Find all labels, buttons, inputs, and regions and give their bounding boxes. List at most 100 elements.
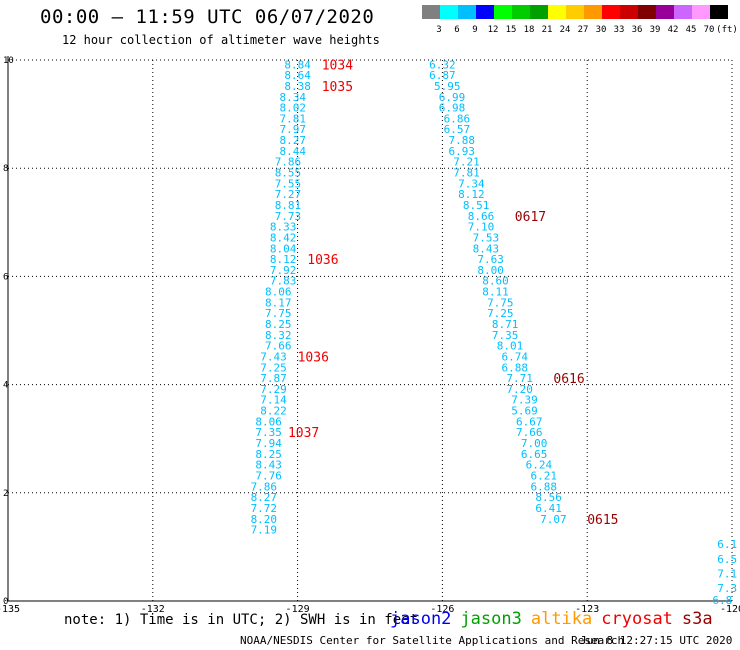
- wave-height-point: 5.69: [511, 405, 538, 418]
- wave-height-point: 7.27: [275, 188, 302, 201]
- wave-height-point: 6.67: [516, 415, 543, 428]
- time-label: 1036: [307, 253, 338, 268]
- color-scale-label: 45: [686, 25, 697, 35]
- wave-height-point: 8.04: [270, 242, 297, 255]
- wave-height-point: 6.98: [439, 102, 466, 115]
- wave-height-point: 7.71: [506, 372, 533, 385]
- y-tick-label: 2: [3, 489, 8, 499]
- wave-height-point: 6.41: [535, 502, 562, 515]
- wave-height-point: 7.73: [275, 210, 302, 223]
- wave-height-point: 7.87: [260, 372, 287, 385]
- wave-height-point: 7.10: [468, 221, 495, 234]
- color-swatch: [566, 5, 584, 19]
- wave-height-point: 7.92: [270, 264, 297, 277]
- wave-height-series: 6.1 6.57.1 7.36.8: [712, 538, 737, 607]
- wave-height-point: 8.84: [284, 58, 311, 71]
- color-scale-legend: 3 6 9 12 15 18 21 24 27 30 33 36 39 42 45 70 (ft): [422, 5, 738, 35]
- color-swatch: [692, 5, 710, 19]
- x-tick-label: -129: [286, 604, 310, 615]
- color-swatch: [710, 5, 728, 19]
- wave-height-point: 7.43: [260, 350, 287, 363]
- color-swatch: [638, 5, 656, 19]
- wave-height-point: 8.42: [270, 231, 297, 244]
- wave-height-point: 7.25: [487, 307, 514, 320]
- time-label: 1036: [298, 350, 329, 365]
- wave-height-point: 6.1: [717, 538, 737, 551]
- wave-height-point: 6.93: [448, 145, 475, 158]
- wave-height-point: 6.21: [531, 469, 558, 482]
- time-label: 0615: [587, 513, 618, 528]
- wave-height-point: 8.44: [280, 145, 307, 158]
- y-tick-label: 10: [3, 56, 14, 66]
- wave-height-point: 7.75: [265, 307, 292, 320]
- color-swatch: [440, 5, 458, 19]
- y-tick-label: 0: [3, 597, 8, 607]
- color-scale-label: 9: [472, 25, 477, 35]
- footer-credit: NOAA/NESDIS Center for Satellite Applica…: [240, 634, 625, 647]
- wave-height-point: 7.19: [251, 524, 278, 537]
- color-scale-label: 30: [596, 25, 607, 35]
- color-scale-label: 27: [578, 25, 589, 35]
- wave-height-point: 8.60: [482, 275, 509, 288]
- wave-height-point: 7.76: [255, 469, 282, 482]
- wave-height-point: 8.11: [482, 286, 509, 299]
- wave-height-point: 6.8: [712, 594, 732, 607]
- wave-height-point: 6.99: [439, 91, 466, 104]
- wave-height-point: 7.86: [275, 156, 302, 169]
- wave-height-point: 7.81: [280, 112, 307, 125]
- color-scale-label: 18: [524, 25, 535, 35]
- legend-cryosat: cryosat: [601, 609, 673, 629]
- wave-height-point: 7.1: [717, 567, 737, 580]
- wave-height-point: 7.3: [717, 582, 737, 595]
- wave-height-point: 8.34: [280, 91, 307, 104]
- y-tick-label: 4: [3, 381, 8, 391]
- wave-height-point: 7.39: [511, 394, 538, 407]
- x-tick-label: -126: [430, 604, 454, 615]
- color-scale-label: 3: [436, 25, 441, 35]
- wave-height-point: 7.34: [458, 177, 485, 190]
- wave-height-point: 7.83: [270, 275, 297, 288]
- wave-height-point: 6.24: [526, 459, 553, 472]
- color-swatch: [530, 5, 548, 19]
- wave-height-point: 8.38: [284, 80, 311, 93]
- wave-height-point: 7.75: [487, 296, 514, 309]
- wave-height-point: 6.87: [429, 69, 456, 82]
- wave-height-point: 8.51: [463, 199, 490, 212]
- color-scale-label: 12: [488, 25, 499, 35]
- wave-height-point: 8.71: [492, 318, 519, 331]
- wave-height-point: 7.66: [516, 426, 543, 439]
- wave-height-point: 7.00: [521, 437, 548, 450]
- time-label: 0617: [515, 210, 546, 225]
- wave-height-point: 6.57: [444, 123, 471, 136]
- color-scale-label: 36: [632, 25, 643, 35]
- wave-height-point: 8.55: [275, 167, 302, 180]
- wave-height-point: 7.97: [280, 123, 307, 136]
- wave-height-point: 6.65: [521, 448, 548, 461]
- wave-height-point: 8.00: [477, 264, 504, 277]
- color-swatch: [476, 5, 494, 19]
- wave-height-point: 7.35: [492, 329, 519, 342]
- wave-height-point: 6.88: [502, 361, 529, 374]
- wave-height-point: 6.5: [717, 553, 737, 566]
- wave-height-point: 8.66: [468, 210, 495, 223]
- wave-height-point: 8.33: [270, 221, 297, 234]
- wave-height-point: 7.63: [477, 253, 504, 266]
- wave-height-point: 7.55: [275, 177, 302, 190]
- color-swatch: [656, 5, 674, 19]
- footer-timestamp: Jun 8 12:27:15 UTC 2020: [580, 634, 733, 647]
- wave-height-point: 8.25: [255, 448, 282, 461]
- wave-height-point: 7.72: [251, 502, 278, 515]
- color-swatch: [548, 5, 566, 19]
- wave-height-point: 7.35: [255, 426, 282, 439]
- color-swatch: [674, 5, 692, 19]
- color-swatch: [458, 5, 476, 19]
- color-swatch: [494, 5, 512, 19]
- wave-height-point: 7.21: [453, 156, 480, 169]
- legend-jason2: jason2: [390, 609, 452, 629]
- color-swatch: [620, 5, 638, 19]
- wave-height-point: 7.14: [260, 394, 287, 407]
- wave-height-point: 8.02: [280, 102, 307, 115]
- wave-height-point: 8.32: [265, 329, 292, 342]
- wave-height-point: 8.20: [251, 513, 278, 526]
